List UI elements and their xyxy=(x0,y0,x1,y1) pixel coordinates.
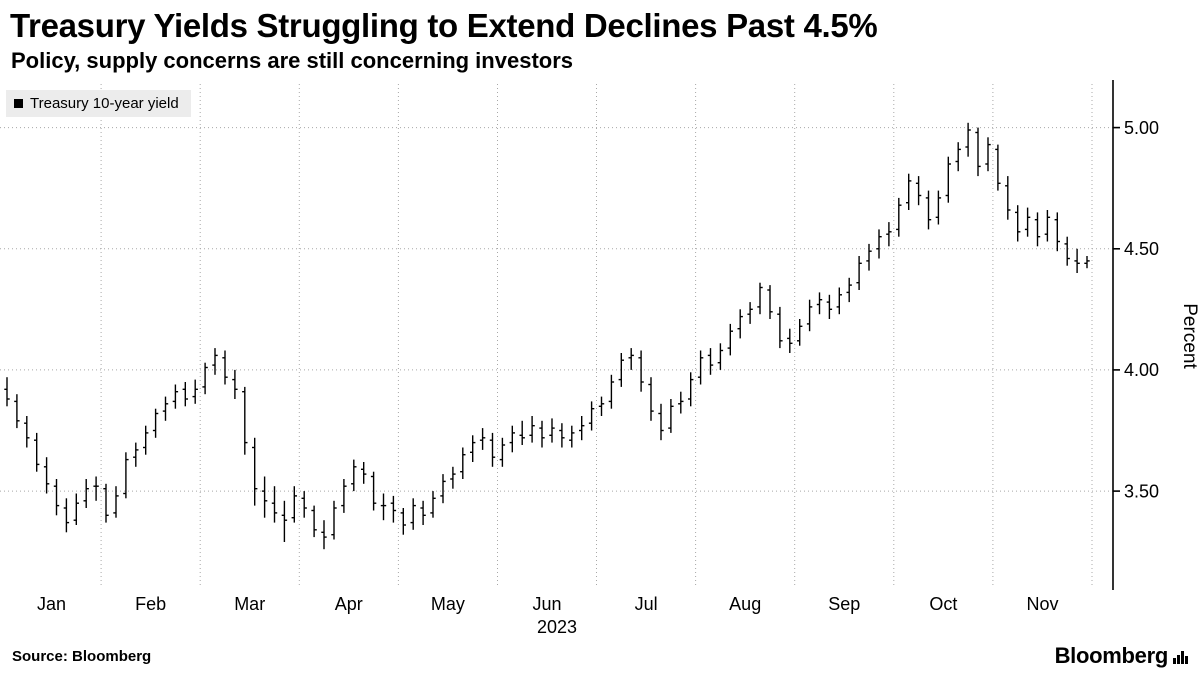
svg-text:3.50: 3.50 xyxy=(1124,481,1159,501)
svg-text:May: May xyxy=(431,594,465,614)
chart-area: Treasury 10-year yield 3.50 4.00 4.50 5.00 J… xyxy=(0,74,1200,651)
chart-title: Treasury Yields Struggling to Extend Dec… xyxy=(10,7,878,44)
svg-text:4.00: 4.00 xyxy=(1124,360,1159,380)
svg-text:5.00: 5.00 xyxy=(1124,118,1159,138)
svg-text:Nov: Nov xyxy=(1026,594,1058,614)
svg-text:Sep: Sep xyxy=(828,594,860,614)
svg-text:Jun: Jun xyxy=(532,594,561,614)
svg-text:Aug: Aug xyxy=(729,594,761,614)
svg-text:Oct: Oct xyxy=(929,594,957,614)
svg-text:Jul: Jul xyxy=(635,594,658,614)
series-marker-icon xyxy=(14,98,23,108)
legend: Treasury 10-year yield xyxy=(6,89,191,117)
svg-text:Feb: Feb xyxy=(135,594,166,614)
bloomberg-logo: Bloomberg xyxy=(1055,643,1188,669)
svg-text:Mar: Mar xyxy=(234,594,265,614)
source-value: Bloomberg xyxy=(72,647,152,665)
svg-text:Jan: Jan xyxy=(37,594,66,614)
chart-header: Treasury Yields Struggling to Extend Dec… xyxy=(0,0,1200,74)
source-attribution: Source: Bloomberg xyxy=(12,648,151,665)
svg-text:Percent: Percent xyxy=(1179,303,1200,369)
bloomberg-chart-icon xyxy=(1173,650,1188,664)
svg-text:2023: 2023 xyxy=(537,617,577,637)
treasury-yield-ohlc-chart: 3.50 4.00 4.50 5.00 Jan Feb Mar Apr May Jun Jul Aug… xyxy=(0,79,1200,637)
chart-subtitle: Policy, supply concerns are still concer… xyxy=(11,47,573,73)
chart-footer: Source: Bloomberg Bloomberg xyxy=(0,643,1200,669)
legend-label: Treasury 10-year yield xyxy=(30,94,179,112)
bloomberg-wordmark: Bloomberg xyxy=(1054,643,1169,668)
svg-text:4.50: 4.50 xyxy=(1124,239,1159,259)
svg-text:Apr: Apr xyxy=(335,594,363,614)
source-label: Source: xyxy=(12,647,68,665)
